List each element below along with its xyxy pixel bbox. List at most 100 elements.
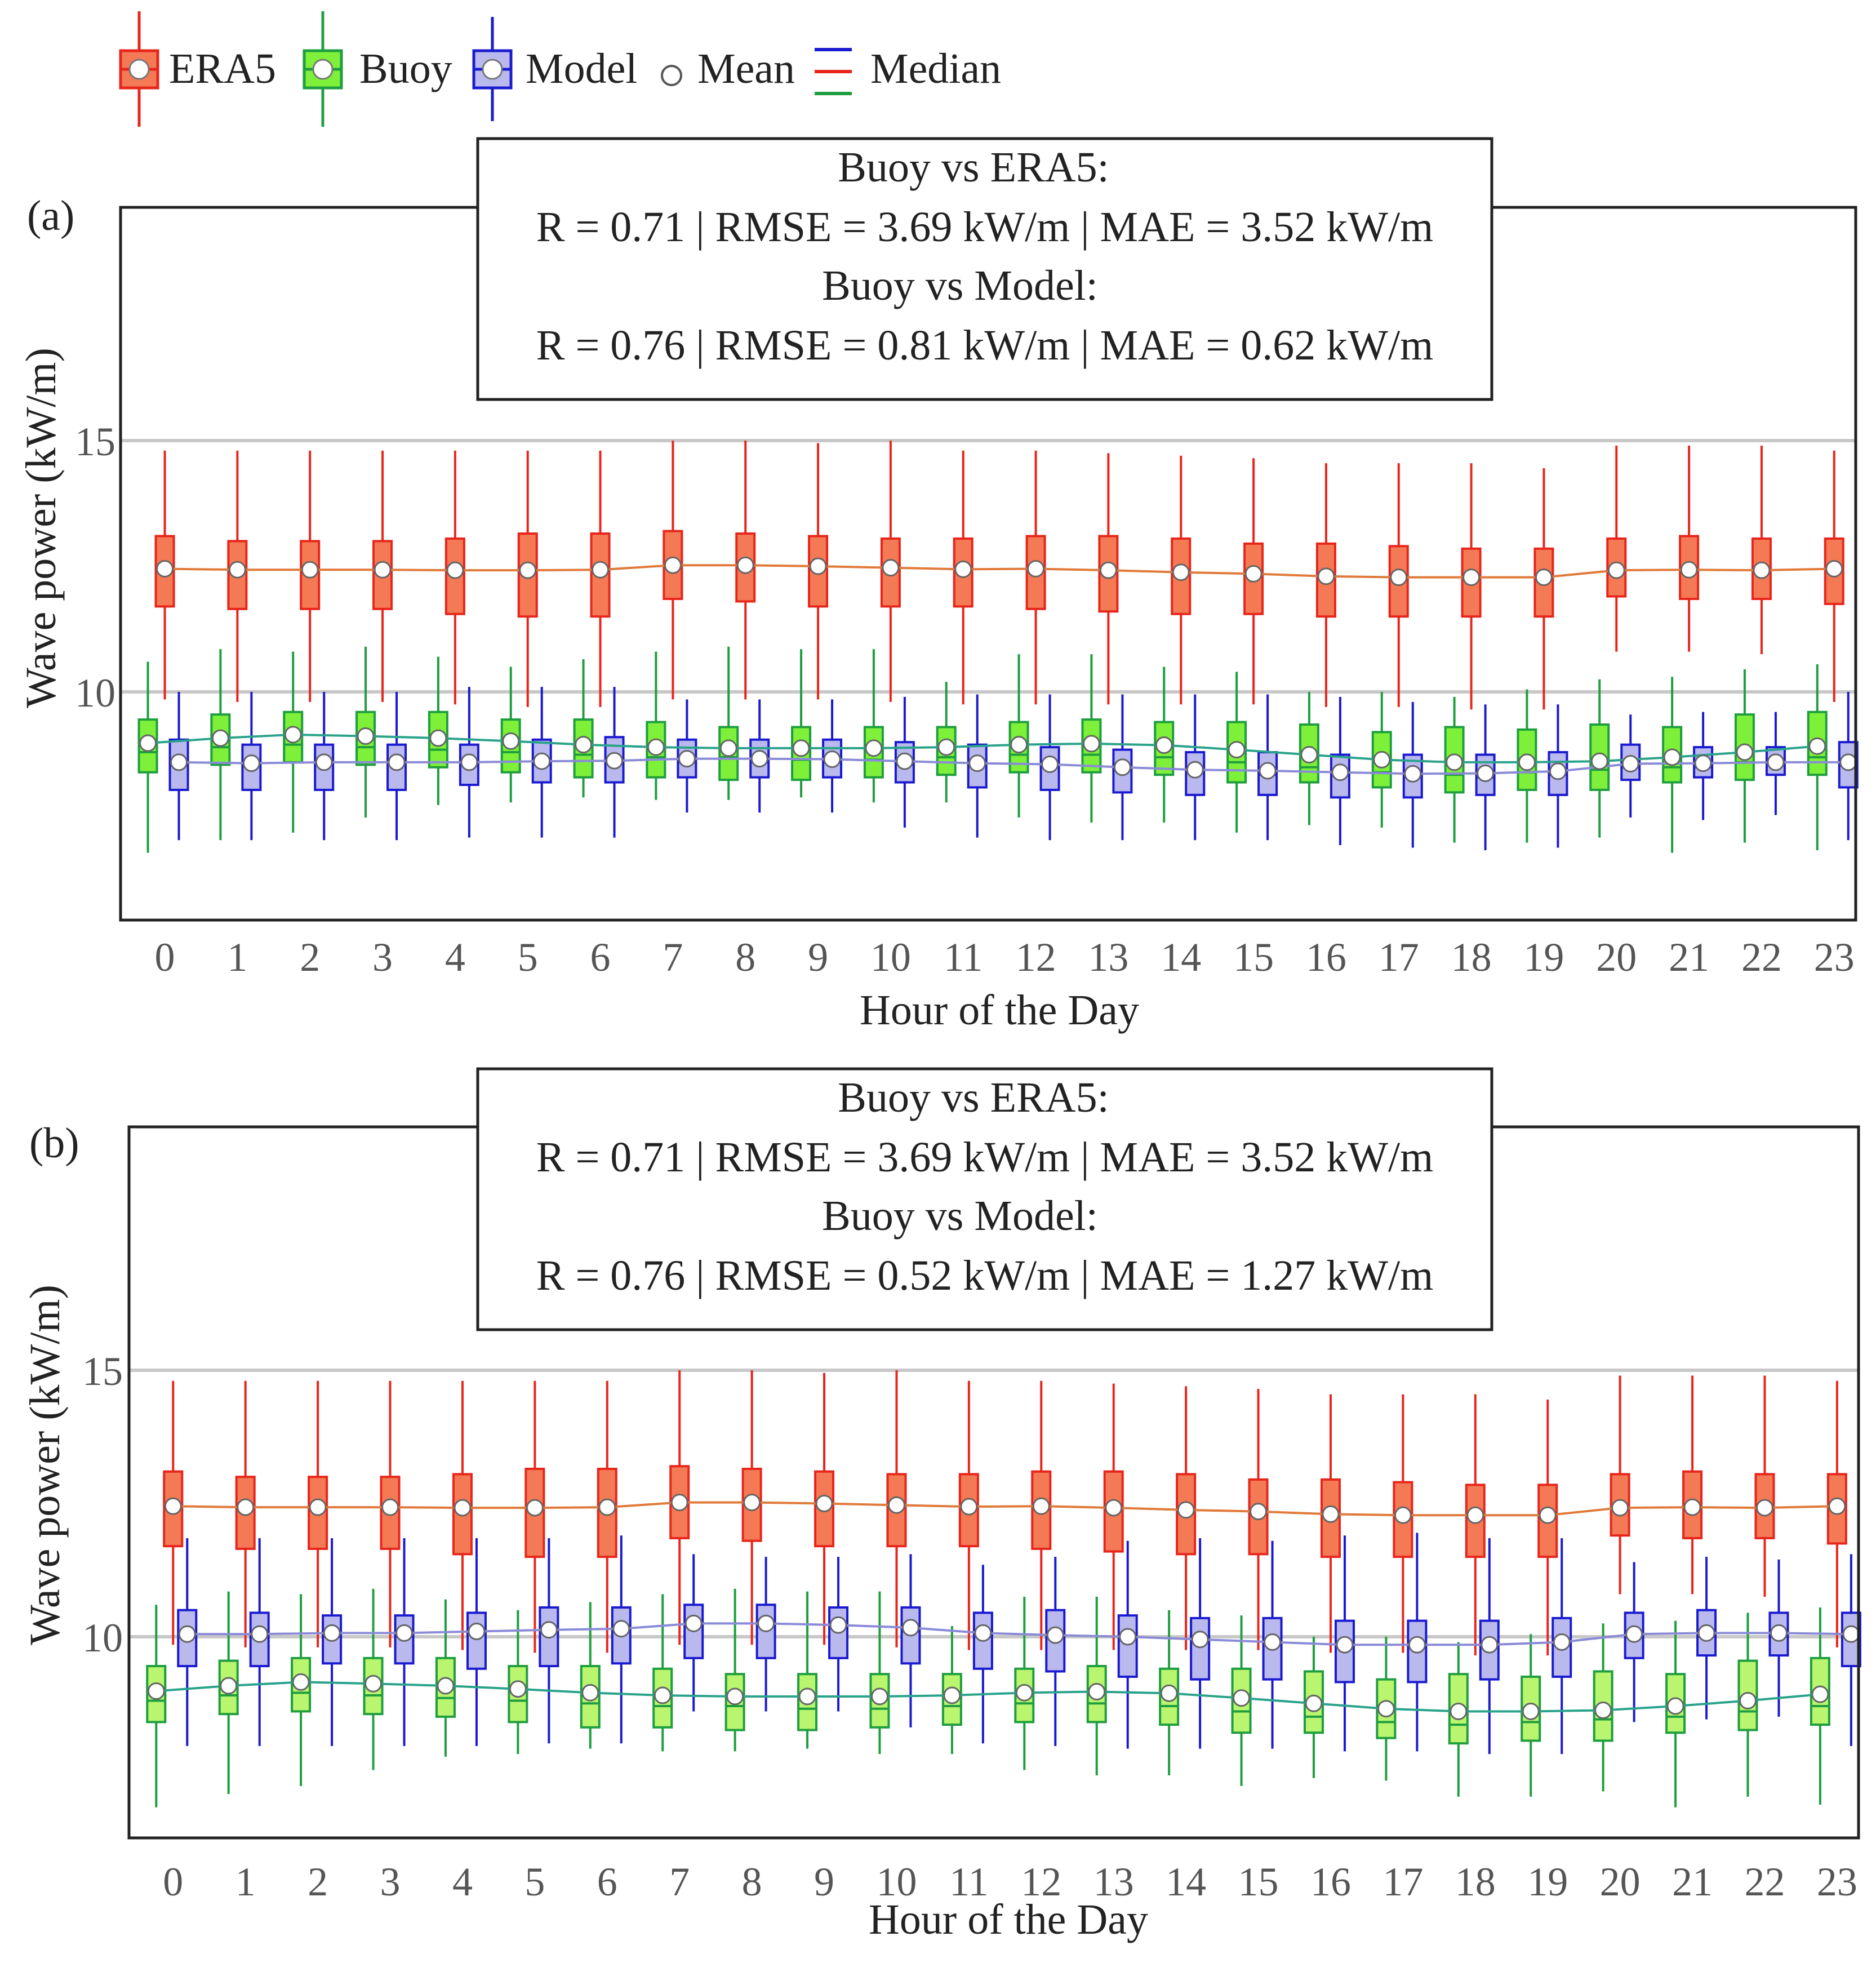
model-box [828,1557,849,1712]
x-tick-label: 19 [1527,1859,1568,1904]
x-tick-label: 20 [1596,935,1637,980]
x-tick-label: 8 [735,935,755,980]
x-tick-label: 23 [1817,1859,1857,1904]
era5-mean-marker [228,561,246,579]
buoy-mean-marker [1233,1689,1251,1707]
era5-mean-marker [743,1494,761,1512]
x-tick-label: 4 [445,935,465,980]
y-tick-label: 15 [75,419,115,464]
x-axis-label: Hour of the Day [860,987,1139,1034]
model-mean-marker [1694,754,1712,772]
model-box [394,1538,415,1746]
stats-line-1: Buoy vs ERA5: [838,1074,1109,1121]
x-tick-label: 5 [524,1859,545,1904]
model-box [611,1535,632,1744]
buoy-mean-marker [211,729,229,747]
era5-mean-marker [1250,1503,1268,1521]
x-tick-label: 7 [663,935,683,980]
era5-mean-marker [526,1499,544,1517]
mean-marker-icon [661,65,682,86]
x-tick-label: 3 [372,935,393,980]
buoy-mean-marker [1160,1684,1178,1702]
buoy-mean-marker [1663,748,1681,766]
model-mean-marker [1481,1636,1499,1654]
model-iqr-box [1190,1616,1211,1681]
era5-box [958,1380,979,1650]
buoy-box [724,1588,745,1752]
model-mean-marker [1404,765,1422,783]
era5-mean-marker [1462,568,1481,587]
era5-box [1103,1383,1124,1650]
boxes [137,441,1859,853]
buoy-mean-marker [1305,1694,1323,1712]
buoy-mean-marker [437,1677,455,1695]
x-tick-label: 1 [227,935,247,980]
y-tick-label: 15 [82,1349,123,1394]
x-tick-label: 23 [1814,935,1855,980]
model-mean-marker [612,1620,630,1638]
x-tick-label: 0 [155,935,175,980]
model-box [1045,1557,1066,1746]
era5-box [1606,445,1627,652]
era5-mean-marker [815,1495,833,1512]
era5-box [1610,1375,1630,1595]
y-axis-label: Wave power (kW/m) [21,1285,69,1645]
buoy-box [797,1591,818,1749]
buoy-mean-marker [1518,753,1536,771]
legend-median-label: Median [870,45,1001,92]
model-mean-marker [540,1621,558,1639]
buoy-mean-marker [719,739,737,757]
model-mean-marker [1113,758,1131,776]
x-tick-label: 6 [597,1859,617,1904]
model-mean-marker [829,1616,847,1634]
buoy-box [580,1602,601,1749]
x-tick-label: 9 [814,1859,834,1904]
model-box [755,1557,776,1712]
buoy-box [791,649,812,798]
era5-mean-marker [1177,1501,1195,1519]
model-box [466,1538,487,1746]
era5-box [1533,468,1554,710]
model-mean-marker [395,1624,414,1642]
era5-mean-marker [809,557,827,575]
x-tick-label: 16 [1306,935,1346,980]
era5-mean-marker [887,1496,905,1514]
x-tick-label: 3 [380,1859,401,1904]
model-box [683,1554,704,1712]
stats-box: Buoy vs ERA5: R = 0.71 | RMSE = 3.69 kW/… [476,1067,1493,1331]
model-iqr-box [466,1611,487,1670]
era5-mean-marker [1099,561,1117,579]
buoy-mean-marker [1590,752,1608,770]
era5-mean-line [173,1501,1837,1517]
x-tick-label: 19 [1523,935,1564,980]
era5-mean-marker [1322,1505,1340,1523]
era5-mean-marker [1394,1506,1412,1524]
buoy-mean-marker [943,1686,961,1704]
model-mean-marker [468,1623,486,1641]
era5-mean-marker [954,560,972,578]
model-mean-marker [684,1614,703,1632]
era5-mean-marker [1172,563,1190,581]
buoy-mean-marker [870,1687,888,1705]
stats-line-2: R = 0.71 | RMSE = 3.69 kW/m | MAE = 3.52… [536,1134,1433,1181]
mean-markers [147,1494,1860,1720]
buoy-mean-marker [1228,741,1246,759]
stats-line-1: Buoy vs ERA5: [838,144,1109,191]
model-mean-marker [533,752,551,770]
era5-box [1025,450,1046,705]
era5-mean-marker [1825,559,1843,578]
era5-mean-marker [1535,568,1553,587]
model-mean-marker [323,1624,341,1642]
x-tick-label: 22 [1741,935,1782,980]
buoy-mean-marker [575,736,593,754]
era5-mean-marker [164,1497,182,1515]
x-tick-label: 13 [1093,1859,1134,1904]
buoy-mean-marker [798,1687,816,1705]
buoy-mean-line [156,1681,1821,1713]
model-mean-marker [1331,763,1349,781]
era5-mean-marker [736,556,754,574]
x-tick-label: 20 [1600,1859,1641,1904]
y-tick-labels: 10 15 [82,1349,123,1660]
model-box [900,1554,921,1727]
